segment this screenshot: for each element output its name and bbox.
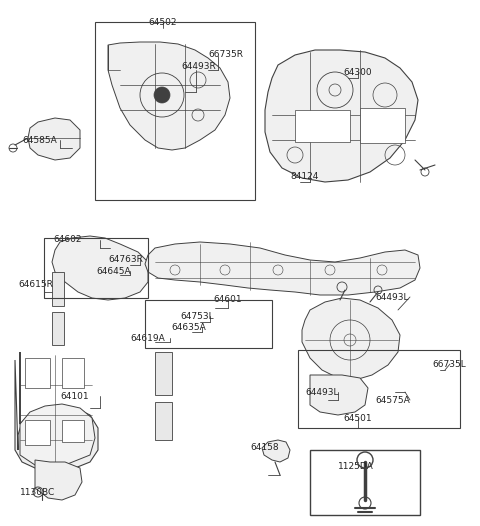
Polygon shape	[262, 440, 290, 462]
Bar	[62, 420, 84, 442]
Bar	[25, 358, 50, 388]
Text: 64493R: 64493R	[181, 62, 216, 71]
Text: 64619A: 64619A	[130, 334, 165, 343]
Text: 64575A: 64575A	[375, 396, 410, 405]
Polygon shape	[52, 236, 148, 300]
Text: 64645A: 64645A	[96, 267, 131, 276]
Bar	[44, 238, 148, 298]
Polygon shape	[20, 352, 95, 465]
Text: 64753L: 64753L	[180, 312, 214, 321]
Bar	[298, 350, 460, 428]
Polygon shape	[52, 272, 64, 306]
Text: 64763R: 64763R	[108, 255, 143, 264]
Bar	[95, 22, 255, 200]
Text: 64585A: 64585A	[22, 136, 57, 145]
Polygon shape	[15, 360, 98, 470]
Polygon shape	[145, 242, 420, 295]
Text: 64501: 64501	[344, 414, 372, 423]
Polygon shape	[108, 42, 230, 150]
Polygon shape	[265, 50, 418, 182]
Text: 66735L: 66735L	[432, 360, 466, 369]
Text: 64101: 64101	[60, 392, 89, 401]
Text: 64615R: 64615R	[18, 280, 53, 289]
Text: 64502: 64502	[149, 18, 177, 27]
Bar	[62, 358, 84, 388]
Text: 64601: 64601	[214, 295, 242, 304]
Bar	[295, 110, 350, 142]
Text: 66735R: 66735R	[208, 50, 243, 59]
Text: 1125DA: 1125DA	[338, 462, 374, 471]
Text: 64300: 64300	[344, 68, 372, 77]
Text: 64602: 64602	[54, 235, 82, 244]
Text: 64493L: 64493L	[375, 293, 408, 302]
Bar	[25, 420, 50, 445]
Circle shape	[154, 87, 170, 103]
Polygon shape	[35, 460, 82, 500]
Text: 64493L: 64493L	[305, 388, 338, 397]
Text: 84124: 84124	[290, 172, 318, 181]
Bar	[310, 450, 420, 515]
Polygon shape	[28, 118, 80, 160]
Polygon shape	[302, 298, 400, 380]
Polygon shape	[310, 375, 368, 415]
Text: 1130BC: 1130BC	[20, 488, 56, 497]
Polygon shape	[155, 352, 172, 395]
Bar	[360, 108, 405, 143]
Polygon shape	[52, 312, 64, 345]
Text: 64635A: 64635A	[171, 323, 206, 332]
Bar	[145, 300, 272, 348]
Polygon shape	[155, 402, 172, 440]
Text: 64158: 64158	[251, 443, 279, 452]
